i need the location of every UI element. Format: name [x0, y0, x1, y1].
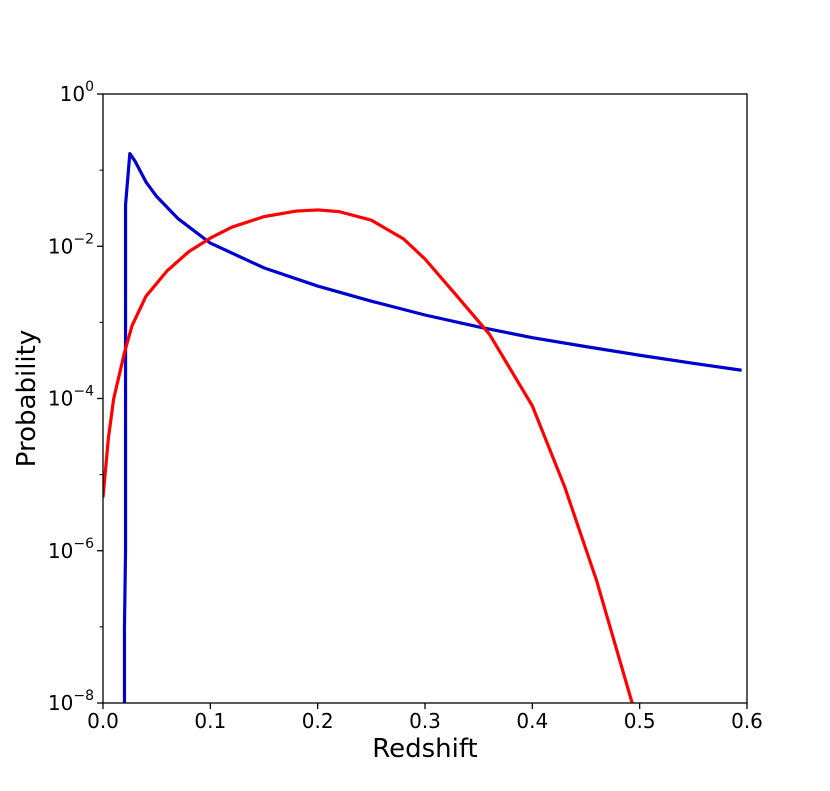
x-tick-label: 0.2 — [302, 709, 334, 733]
series-line-0 — [122, 151, 742, 703]
plot-frame — [102, 93, 748, 704]
x-tick-label: 0.5 — [624, 709, 656, 733]
y-tick-label: 10−6 — [48, 536, 94, 563]
y-tick-label: 100 — [60, 79, 94, 106]
series-line-1 — [103, 208, 634, 703]
y-tick-label: 10−2 — [48, 231, 94, 258]
x-axis-label: Redshift — [372, 734, 478, 764]
x-tick-label: 0.0 — [87, 709, 119, 733]
y-tick-label: 10−4 — [48, 384, 94, 411]
x-tick-label: 0.3 — [409, 709, 441, 733]
x-tick-label: 0.6 — [731, 709, 763, 733]
y-axis-label: Probability — [12, 330, 42, 467]
x-tick-label: 0.4 — [516, 709, 548, 733]
series-layer — [103, 151, 742, 703]
x-tick-label: 0.1 — [194, 709, 226, 733]
ticks-layer: 0.0 0.1 0.2 0.3 0.4 0.5 0.6 100 10−2 10−4 10−6 10−8 — [48, 79, 763, 733]
y-tick-label: 10−8 — [48, 688, 94, 715]
